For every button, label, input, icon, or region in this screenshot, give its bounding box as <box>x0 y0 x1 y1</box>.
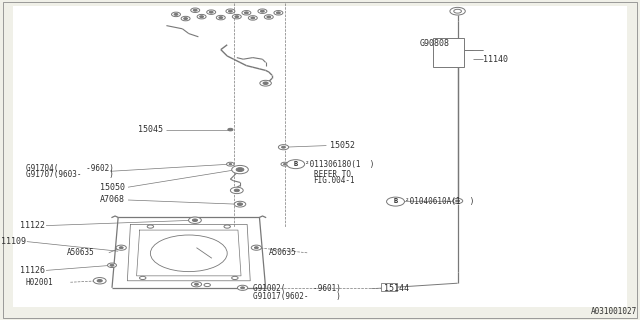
Circle shape <box>219 17 223 19</box>
Circle shape <box>234 189 239 192</box>
Circle shape <box>228 128 233 131</box>
Circle shape <box>119 247 123 249</box>
Circle shape <box>189 217 202 223</box>
Circle shape <box>97 279 102 282</box>
Text: ²01040610A(1  ): ²01040610A(1 ) <box>405 197 474 206</box>
Circle shape <box>93 277 106 284</box>
Circle shape <box>258 9 267 13</box>
Circle shape <box>204 284 211 287</box>
Text: G91002(      -9601): G91002( -9601) <box>253 284 340 293</box>
Circle shape <box>276 12 280 14</box>
FancyBboxPatch shape <box>13 6 627 307</box>
Circle shape <box>195 283 198 285</box>
Circle shape <box>147 225 154 228</box>
Circle shape <box>252 245 262 250</box>
Circle shape <box>237 285 248 290</box>
Text: G90808: G90808 <box>419 39 449 48</box>
Circle shape <box>140 276 146 280</box>
Text: 11126: 11126 <box>20 266 45 275</box>
Circle shape <box>232 165 248 174</box>
Text: REFER TO: REFER TO <box>314 170 351 179</box>
Circle shape <box>284 164 286 165</box>
Circle shape <box>450 7 465 15</box>
Circle shape <box>230 187 243 194</box>
Text: B: B <box>394 198 397 204</box>
Circle shape <box>227 162 234 166</box>
Text: ²011306180(1  ): ²011306180(1 ) <box>305 160 374 169</box>
Circle shape <box>267 16 271 18</box>
Text: A50635: A50635 <box>67 248 95 257</box>
Circle shape <box>236 168 244 172</box>
Text: H02001: H02001 <box>26 278 53 287</box>
Circle shape <box>282 146 285 148</box>
Text: 15052: 15052 <box>330 141 355 150</box>
Text: G91707(9603-      ): G91707(9603- ) <box>26 170 113 179</box>
Circle shape <box>216 15 225 20</box>
Circle shape <box>244 12 248 14</box>
Circle shape <box>191 8 200 12</box>
Text: 11109: 11109 <box>1 237 26 246</box>
Circle shape <box>452 198 463 204</box>
Circle shape <box>248 16 257 20</box>
Circle shape <box>274 11 283 15</box>
Circle shape <box>193 9 197 11</box>
Circle shape <box>226 9 235 13</box>
Circle shape <box>237 203 243 205</box>
Circle shape <box>116 245 126 250</box>
Circle shape <box>260 10 264 12</box>
Text: 15144: 15144 <box>384 284 409 293</box>
Circle shape <box>387 197 404 206</box>
Circle shape <box>174 13 178 15</box>
Circle shape <box>200 16 204 18</box>
Circle shape <box>181 16 190 21</box>
Circle shape <box>191 282 202 287</box>
Text: A7068: A7068 <box>100 196 125 204</box>
Text: 15050: 15050 <box>100 183 125 192</box>
Circle shape <box>232 14 241 19</box>
Text: A031001027: A031001027 <box>591 308 637 316</box>
Text: B: B <box>294 161 298 166</box>
FancyBboxPatch shape <box>381 283 397 291</box>
Text: 11122: 11122 <box>20 221 45 230</box>
Circle shape <box>228 10 232 12</box>
Circle shape <box>456 200 460 202</box>
Circle shape <box>260 80 271 86</box>
Circle shape <box>172 12 180 17</box>
Text: 15045: 15045 <box>138 125 163 134</box>
Circle shape <box>232 276 238 280</box>
Circle shape <box>241 287 244 289</box>
Circle shape <box>110 264 114 266</box>
Circle shape <box>108 263 116 268</box>
Circle shape <box>197 14 206 19</box>
Circle shape <box>209 11 213 13</box>
Circle shape <box>193 219 198 221</box>
Circle shape <box>229 164 232 165</box>
Circle shape <box>184 18 188 20</box>
Circle shape <box>255 247 259 249</box>
Circle shape <box>264 15 273 19</box>
Circle shape <box>287 160 305 169</box>
Text: FIG.004-1: FIG.004-1 <box>314 176 355 185</box>
Text: G91704(      -9602): G91704( -9602) <box>26 164 113 172</box>
Text: 11140: 11140 <box>483 55 508 64</box>
Circle shape <box>224 225 230 228</box>
Circle shape <box>278 145 289 150</box>
Circle shape <box>251 17 255 19</box>
Circle shape <box>234 201 246 207</box>
Circle shape <box>207 10 216 14</box>
FancyBboxPatch shape <box>433 38 464 67</box>
Circle shape <box>242 11 251 15</box>
Circle shape <box>281 162 289 166</box>
Text: G91017(9602-      ): G91017(9602- ) <box>253 292 340 300</box>
Circle shape <box>235 16 239 18</box>
Text: A50635: A50635 <box>269 248 296 257</box>
Circle shape <box>263 82 268 84</box>
